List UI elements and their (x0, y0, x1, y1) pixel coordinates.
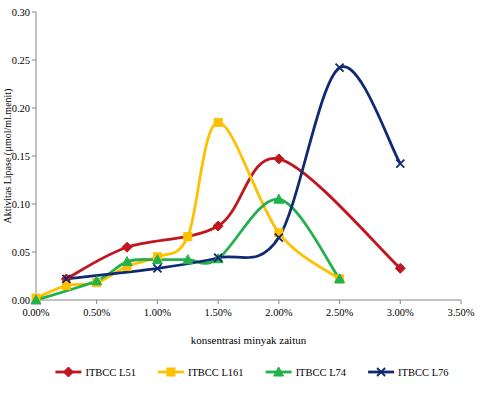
x-tick-label: 2.50% (326, 307, 353, 318)
point-marker (214, 254, 222, 262)
x-tick-label: 3.00% (387, 307, 414, 318)
x-axis-title: konsentrasi minyak zaitun (191, 334, 307, 346)
x-tick (96, 300, 97, 304)
y-tick (32, 252, 36, 253)
legend: ITBCC L51 ITBCC L161 ITBCC L74 ITBCC L76 (55, 367, 448, 378)
x-tick-label: 2.00% (265, 307, 292, 318)
legend-marker (377, 368, 385, 376)
point-marker (396, 160, 404, 168)
x-tick (157, 300, 158, 304)
x-axis (36, 300, 461, 301)
legend-item: ITBCC L51 (55, 367, 135, 378)
point-marker (275, 234, 283, 242)
legend-item: ITBCC L161 (158, 367, 244, 378)
x-tick-label: 0.00% (22, 307, 49, 318)
x-tick (461, 300, 462, 304)
x-tick-label: 1.50% (205, 307, 232, 318)
x-tick (339, 300, 340, 304)
point-marker (214, 118, 222, 126)
x-tick-label: 0.50% (83, 307, 110, 318)
y-tick-label: 0.05 (12, 247, 30, 258)
y-tick (32, 108, 36, 109)
legend-marker (167, 368, 175, 376)
point-marker (274, 154, 284, 164)
series-line (66, 67, 400, 279)
point-marker (31, 295, 41, 304)
legend-item: ITBCC L74 (266, 367, 347, 378)
y-tick (32, 60, 36, 61)
legend-label: ITBCC L161 (188, 367, 244, 378)
point-marker (335, 274, 345, 283)
legend-marker (274, 367, 284, 376)
legend-label: ITBCC L76 (398, 367, 448, 378)
legend-label: ITBCC L51 (85, 367, 135, 378)
chart: 0.00 0.05 0.10 0.15 0.20 0.25 0.30 0.00% 0.50% 1.… (0, 0, 484, 401)
legend-item: ITBCC L76 (368, 367, 448, 378)
y-tick (32, 12, 36, 13)
series-line (66, 158, 400, 279)
point-marker (92, 276, 102, 285)
series-line (36, 199, 340, 300)
plot-area (31, 64, 405, 304)
point-marker (183, 255, 193, 264)
point-marker (336, 64, 344, 72)
x-tick (218, 300, 219, 304)
point-marker (152, 255, 162, 264)
y-tick-label: 0.20 (12, 103, 30, 114)
y-axis-title: Aktivitas Lipase (µmol/ml.menit) (2, 89, 14, 224)
point-marker (213, 254, 223, 263)
y-tick-label: 0.00 (12, 295, 30, 306)
y-tick-label: 0.25 (12, 55, 30, 66)
y-tick (32, 156, 36, 157)
y-tick-label: 0.15 (12, 151, 30, 162)
point-marker (274, 194, 284, 203)
legend-marker (63, 367, 73, 377)
y-tick (32, 204, 36, 205)
point-marker (184, 233, 192, 241)
y-tick-label: 0.10 (12, 199, 30, 210)
point-marker (122, 242, 132, 252)
x-tick (400, 300, 401, 304)
point-marker (213, 221, 223, 231)
x-tick (278, 300, 279, 304)
point-marker (336, 275, 344, 283)
x-tick-label: 3.50% (447, 307, 474, 318)
x-tick-label: 1.00% (144, 307, 171, 318)
point-marker (122, 257, 132, 266)
y-tick-label: 0.30 (12, 7, 30, 18)
point-marker (153, 264, 161, 272)
legend-label: ITBCC L74 (296, 367, 347, 378)
point-marker (62, 275, 70, 283)
point-marker (395, 263, 405, 273)
